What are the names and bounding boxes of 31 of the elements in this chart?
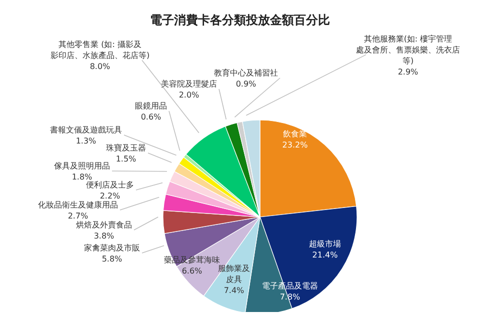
slice-label: 傢具及照明用品	[54, 162, 110, 170]
slice-label: 珠寶及玉器	[106, 144, 146, 152]
data-label: 8.0%	[90, 62, 111, 71]
data-label: 2.7%	[68, 212, 89, 220]
data-label: 2.0%	[178, 90, 200, 100]
data-label: 2.9%	[398, 68, 419, 76]
slice-label: 其他零售業 (如: 攝影及影印店、水族產品、花店等)	[50, 40, 150, 60]
slice-label: 家禽菜肉及市販	[84, 244, 140, 252]
slice-label: 烘焙及外賣食品	[76, 220, 132, 230]
data-label: 0.6%	[140, 112, 162, 122]
data-label: 5.8%	[102, 254, 123, 264]
data-label: 7.4%	[224, 286, 245, 295]
data-label: 23.2%	[282, 140, 308, 150]
slice-label: 教育中心及補習社	[214, 68, 278, 78]
slice-label: 超級市場	[309, 240, 341, 248]
slice-label: 書報文儀及遊戲玩具	[50, 126, 122, 134]
slice-label: 便利店及士多	[86, 180, 134, 190]
slice-label: 美容院及理髮店	[161, 80, 217, 88]
slice-label: 服飾業及皮具	[218, 264, 250, 284]
data-label: 1.5%	[116, 154, 137, 164]
slice-label: 其他服務業(如: 樓宇管理處及會所、售票娛樂、洗衣店等)	[356, 34, 460, 66]
slice-label: 化妝品衛生及健康用品	[38, 200, 118, 210]
chart-title: 電子消費卡各分類投放金額百分比	[149, 12, 331, 29]
data-label: 6.6%	[182, 266, 203, 276]
data-label: 3.8%	[94, 232, 115, 240]
data-label: 1.8%	[72, 172, 93, 182]
data-label: 0.9%	[236, 80, 257, 88]
data-label: 1.3%	[76, 136, 97, 146]
data-label: 2.2%	[100, 192, 121, 200]
data-label: 21.4%	[312, 250, 338, 260]
slice-label: 眼鏡用品	[135, 102, 167, 110]
